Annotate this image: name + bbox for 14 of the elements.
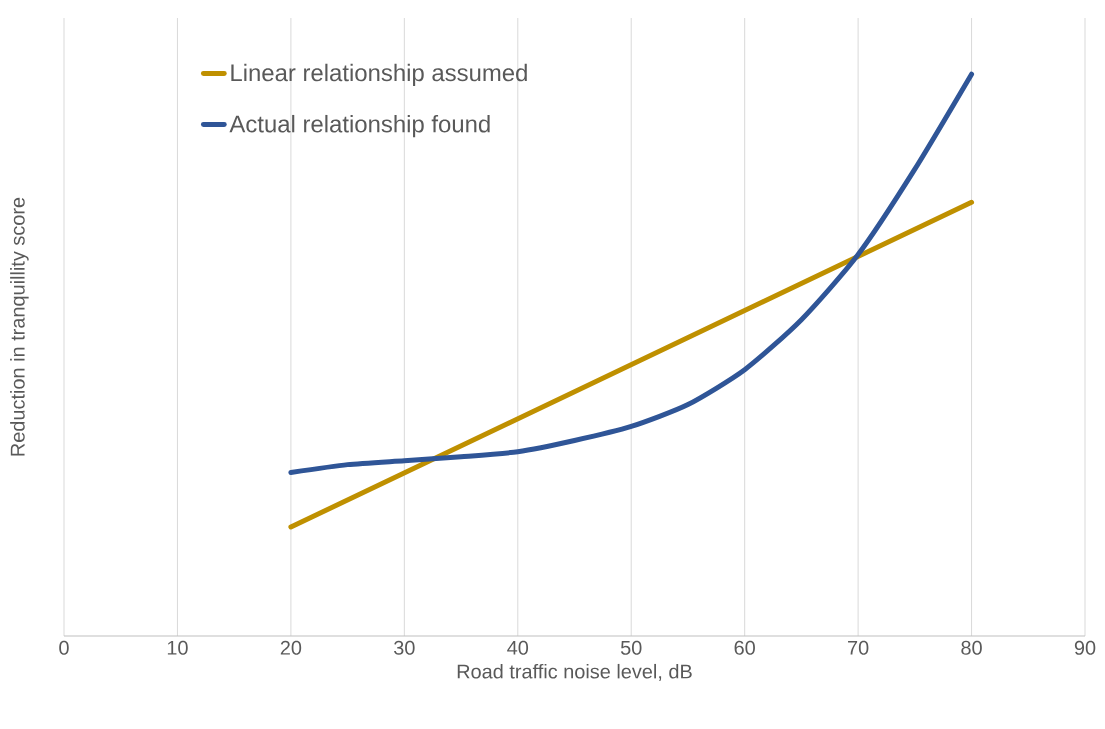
x-tick-label: 20 [280,640,302,655]
x-tick-label: 40 [507,640,529,655]
x-tick-label: 0 [59,640,69,655]
y-axis-title: Reduction in tranquillity score [10,197,29,456]
legend-label: Actual relationship found [229,114,490,138]
x-tick-label: 80 [961,640,982,655]
x-tick-label: 50 [620,640,642,655]
x-tick-label: 30 [394,640,415,655]
x-tick-label: 70 [848,640,869,655]
x-tick-label: 10 [167,640,188,655]
x-axis-title: Road traffic noise level, dB [457,663,692,681]
x-tick-label: 60 [734,640,755,655]
x-tick-label: 90 [1074,640,1096,655]
legend-label: Linear relationship assumed [231,63,527,87]
